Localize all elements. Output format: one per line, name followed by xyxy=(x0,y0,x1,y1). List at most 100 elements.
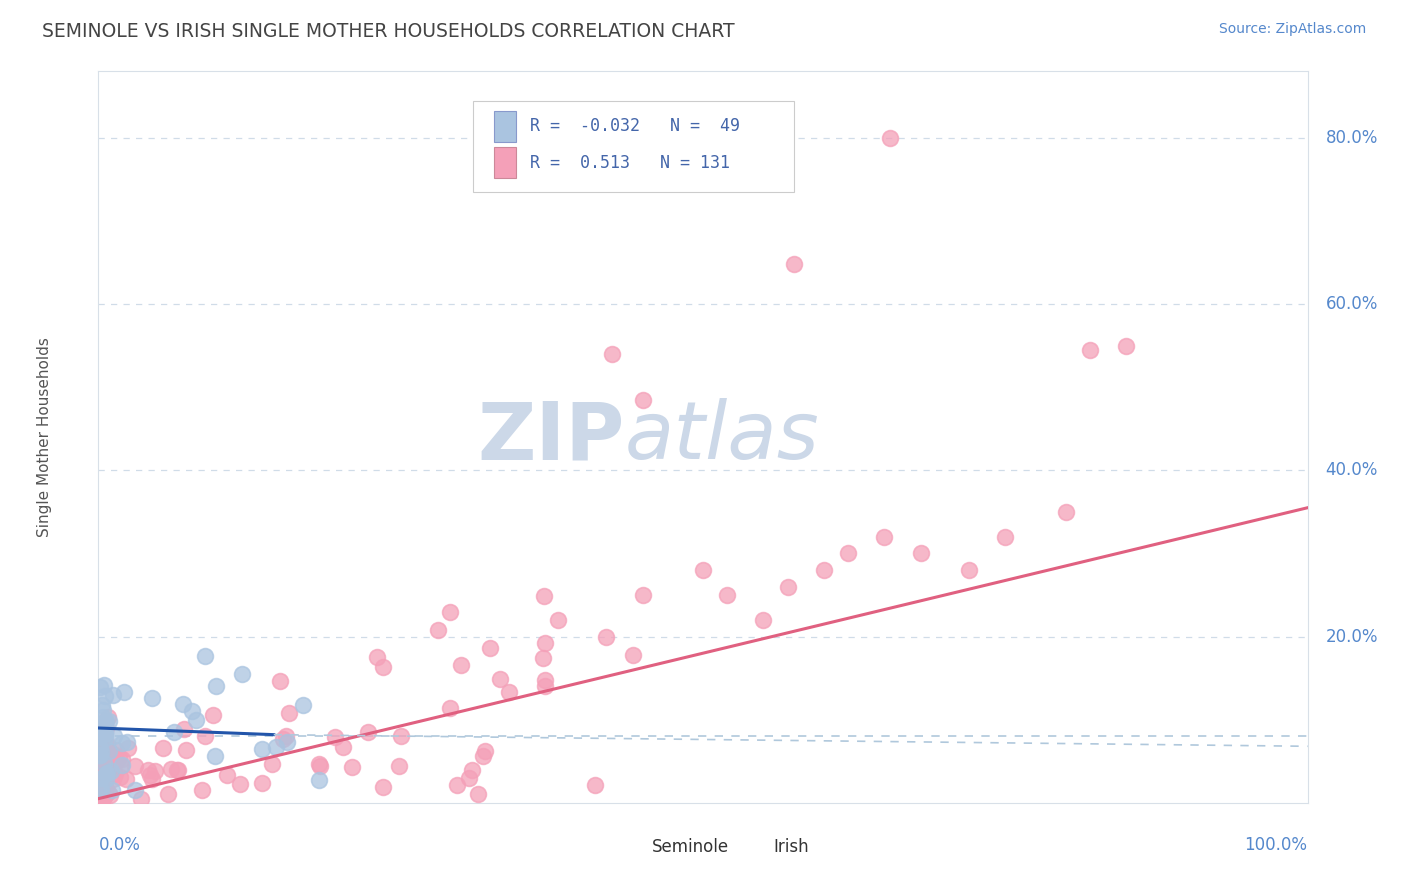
Point xyxy=(93,765,115,780)
Point xyxy=(332,740,354,755)
Point xyxy=(166,764,188,778)
Point xyxy=(129,791,152,805)
Point xyxy=(103,752,125,766)
Point xyxy=(631,392,654,407)
Point xyxy=(879,131,901,145)
Point xyxy=(101,747,124,761)
Point xyxy=(108,770,131,784)
Bar xyxy=(740,835,761,858)
Point xyxy=(90,770,112,784)
Point xyxy=(93,678,115,692)
Point xyxy=(93,726,115,740)
Point xyxy=(276,729,298,743)
Text: 100.0%: 100.0% xyxy=(1244,836,1308,854)
Point xyxy=(96,756,118,771)
Point xyxy=(91,720,114,734)
Point xyxy=(97,709,120,723)
Point xyxy=(180,704,202,718)
Point xyxy=(98,714,121,728)
Point xyxy=(813,563,835,577)
Point xyxy=(89,750,111,764)
Point xyxy=(143,764,166,779)
Point xyxy=(776,580,799,594)
Point xyxy=(692,563,714,577)
Point xyxy=(93,789,115,804)
Point xyxy=(160,762,183,776)
Point xyxy=(89,730,111,744)
Point xyxy=(1054,505,1077,519)
Point xyxy=(752,613,775,627)
Point xyxy=(94,736,117,750)
Point xyxy=(89,731,111,745)
Point xyxy=(90,771,112,785)
Text: 80.0%: 80.0% xyxy=(1326,128,1378,147)
Point xyxy=(96,782,118,797)
Point xyxy=(90,767,112,781)
Point xyxy=(91,710,114,724)
Point xyxy=(89,738,111,752)
Point xyxy=(90,783,112,797)
Point xyxy=(94,755,117,769)
Point xyxy=(994,530,1017,544)
Point xyxy=(100,764,122,778)
Point xyxy=(94,772,117,786)
Point xyxy=(583,778,606,792)
Bar xyxy=(494,147,516,178)
Point xyxy=(174,743,197,757)
Point xyxy=(90,745,112,759)
Point xyxy=(446,778,468,792)
Point xyxy=(89,777,111,791)
Text: atlas: atlas xyxy=(624,398,820,476)
Point xyxy=(91,703,114,717)
Point xyxy=(96,755,118,769)
Point xyxy=(90,698,112,712)
Point xyxy=(94,759,117,773)
Point xyxy=(163,725,186,739)
Point xyxy=(104,743,127,757)
Point xyxy=(910,546,932,560)
Point xyxy=(308,756,330,771)
Text: ZIP: ZIP xyxy=(477,398,624,476)
Point xyxy=(264,739,287,754)
Point xyxy=(101,688,124,702)
Point xyxy=(439,605,461,619)
Point xyxy=(93,765,115,780)
Point xyxy=(91,755,114,769)
Point xyxy=(104,767,127,781)
Point xyxy=(471,749,494,764)
Point xyxy=(439,701,461,715)
Point xyxy=(184,714,207,728)
Point xyxy=(173,722,195,736)
Point xyxy=(124,759,146,773)
Point xyxy=(478,640,501,655)
Point xyxy=(89,781,111,796)
Point xyxy=(91,735,114,749)
Point xyxy=(101,783,124,797)
Point xyxy=(531,650,554,665)
Point xyxy=(201,707,224,722)
Point xyxy=(534,673,557,688)
Point xyxy=(111,751,134,765)
Point xyxy=(117,735,139,749)
Point xyxy=(323,730,346,744)
Point xyxy=(89,784,111,798)
Point xyxy=(114,772,136,787)
Point xyxy=(194,729,217,743)
Point xyxy=(94,731,117,746)
Point xyxy=(98,788,121,802)
Point xyxy=(94,767,117,781)
Point xyxy=(371,780,394,794)
Text: R =  -0.032   N =  49: R = -0.032 N = 49 xyxy=(530,117,740,136)
Text: 60.0%: 60.0% xyxy=(1326,295,1378,313)
Point xyxy=(498,685,520,699)
Point xyxy=(309,759,332,773)
Point xyxy=(467,788,489,802)
Point xyxy=(533,635,555,649)
Text: SEMINOLE VS IRISH SINGLE MOTHER HOUSEHOLDS CORRELATION CHART: SEMINOLE VS IRISH SINGLE MOTHER HOUSEHOL… xyxy=(42,22,735,41)
Bar xyxy=(494,111,516,142)
Point xyxy=(215,767,238,781)
Point xyxy=(461,763,484,777)
Point xyxy=(547,613,569,627)
Point xyxy=(94,750,117,764)
Point xyxy=(94,689,117,703)
